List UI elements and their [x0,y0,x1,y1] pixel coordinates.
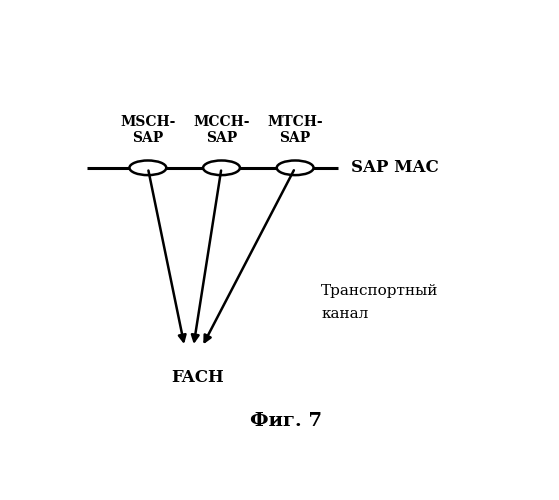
Text: SAP MAC: SAP MAC [352,160,439,176]
Text: канал: канал [321,307,368,321]
Ellipse shape [277,160,314,175]
Text: FACH: FACH [171,369,224,386]
Ellipse shape [203,160,240,175]
Text: Транспортный: Транспортный [321,284,438,298]
Text: MCCH-
SAP: MCCH- SAP [193,114,250,144]
Text: MTCH-
SAP: MTCH- SAP [267,114,323,144]
Text: MSCH-
SAP: MSCH- SAP [120,114,176,144]
Text: Фиг. 7: Фиг. 7 [250,412,323,430]
Ellipse shape [130,160,166,175]
